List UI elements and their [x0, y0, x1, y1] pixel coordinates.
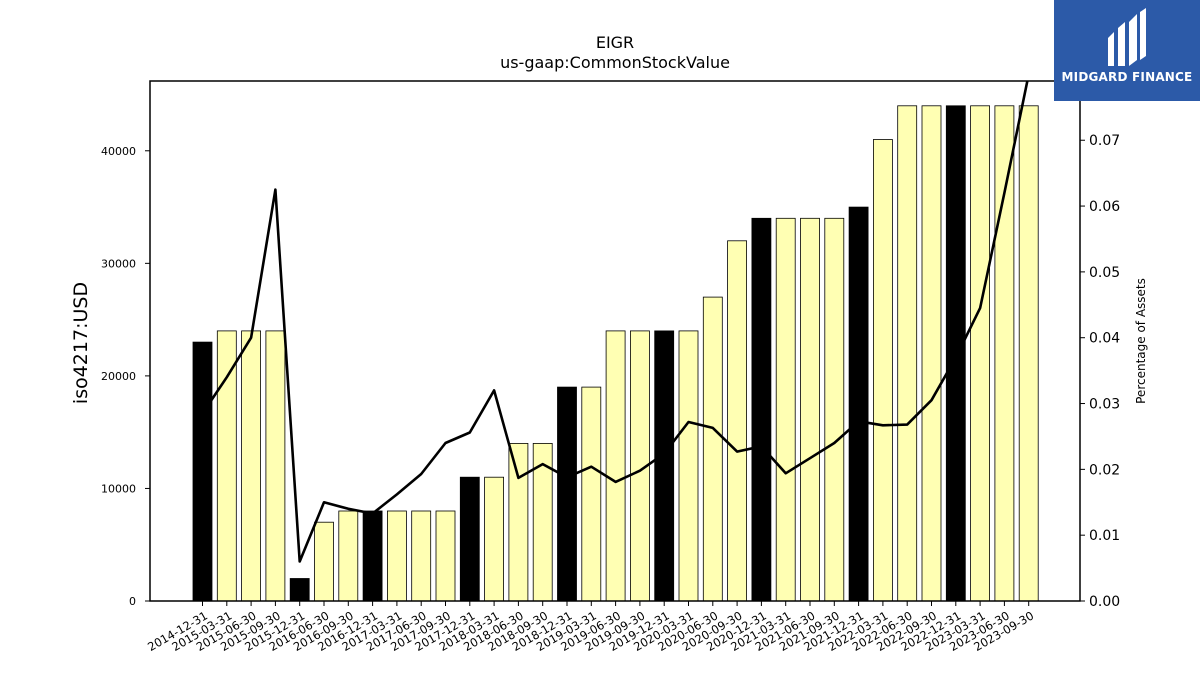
bar [897, 105, 918, 602]
y-tick-label: 10000 [101, 482, 136, 495]
percentage-line [201, 81, 1029, 563]
bar [1018, 105, 1039, 602]
y2-tick-label: 0.00 [1089, 594, 1120, 610]
bar [241, 330, 262, 602]
y2-tick-label: 0.06 [1089, 199, 1120, 215]
chart-subtitle: us-gaap:CommonStockValue [500, 53, 730, 72]
bar [921, 105, 942, 602]
bar [435, 510, 456, 602]
y-tick-label: 20000 [101, 370, 136, 383]
bar [289, 578, 310, 602]
bar [800, 217, 820, 602]
plot-frame [149, 80, 1081, 602]
bar [557, 386, 577, 602]
bar [727, 240, 747, 602]
bars-layer [192, 105, 1039, 602]
bar [338, 510, 359, 602]
y-tick-label: 0 [129, 595, 136, 608]
y2-tick-label: 0.04 [1089, 331, 1120, 347]
bar [751, 217, 772, 602]
chart-title: EIGR [596, 33, 634, 52]
midgard-logo-icon [1108, 8, 1146, 66]
bar [605, 330, 626, 602]
bar [775, 217, 796, 602]
y2-axis-label: Percentage of Assets [1134, 278, 1148, 404]
brand-logo-text: MIDGARD FINANCE [1061, 70, 1193, 84]
y-axis-label: iso4217:USD [70, 282, 92, 404]
bar [386, 510, 407, 602]
bar [216, 330, 237, 602]
bar [654, 330, 675, 602]
bar [411, 510, 432, 602]
line-layer [201, 81, 1029, 563]
bar [848, 206, 869, 602]
y2-tick-label: 0.07 [1089, 133, 1120, 149]
bar [192, 341, 213, 602]
bar [362, 510, 383, 602]
bar [265, 330, 286, 602]
bar [678, 330, 699, 602]
bar [994, 105, 1015, 602]
bar [945, 105, 966, 602]
bar [970, 105, 990, 602]
y2-tick-label: 0.03 [1089, 397, 1120, 413]
y2-tick-label: 0.05 [1089, 265, 1120, 281]
bar [484, 476, 505, 602]
bar [459, 476, 480, 602]
bar [873, 139, 893, 602]
bar [702, 296, 723, 602]
brand-logo: MIDGARD FINANCE [1054, 0, 1200, 101]
y-tick-label: 30000 [101, 257, 136, 270]
bar [581, 386, 602, 602]
y-tick-label: 40000 [101, 145, 136, 158]
bar [314, 521, 334, 602]
y2-tick-label: 0.02 [1089, 462, 1120, 478]
bar [508, 442, 529, 602]
bar [824, 217, 845, 602]
y2-tick-label: 0.01 [1089, 528, 1120, 544]
